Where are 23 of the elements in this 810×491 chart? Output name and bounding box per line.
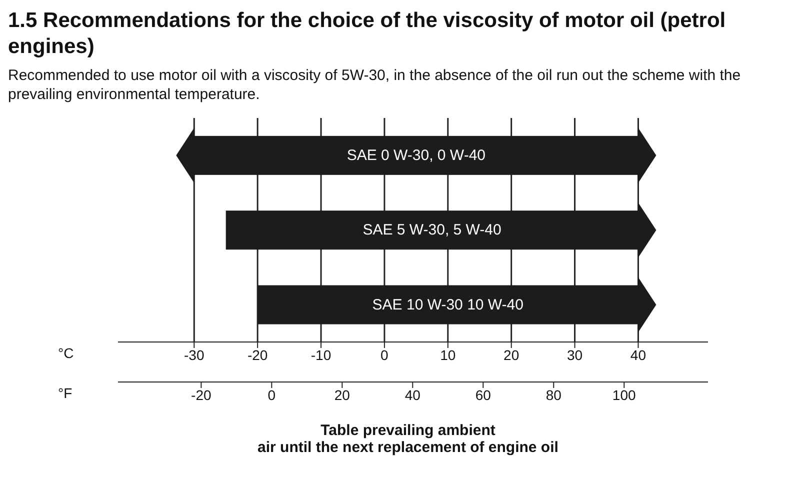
y-tick-label: SAE 10 W-30 10 W-40 [372,296,524,314]
x2-tick-label: 20 [334,386,350,403]
x-tick-label: -20 [247,346,268,363]
x-tick-label: -30 [184,346,204,363]
x2-tick-label: -20 [191,386,212,403]
x2-axis-title: °F [58,385,72,401]
x2-tick-label: 100 [612,386,636,403]
x-tick-label: 30 [566,346,583,363]
chart-title: 1.5 Recommendations for the choice of the viscosity of motor oil (petrol engines) [8,8,727,60]
x-axis-title: °C [58,345,74,361]
text: Table prevailing ambient air until the next replacement of engine oil [256,422,560,456]
x2-tick-label: 80 [546,386,562,403]
y-tick-label: SAE 0 W-30, 0 W-40 [346,146,486,164]
x-tick-label: 10 [440,346,456,363]
x2-tick-label: 60 [475,386,492,403]
x2-tick-label: 0 [268,386,276,403]
x-tick-label: -10 [310,346,332,363]
x2-tick-label: 40 [404,386,421,403]
chart-subtitle: Recommended to use motor oil with a viscosity of 5W-30, in the absence of the oil run out the scheme with the prevailing environmental temperature. [8,66,742,104]
x-tick-label: 20 [504,346,520,363]
x-tick-label: 40 [630,346,646,363]
y-tick-label: SAE 5 W-30, 5 W-40 [362,222,502,239]
x-tick-label: 0 [380,346,389,363]
